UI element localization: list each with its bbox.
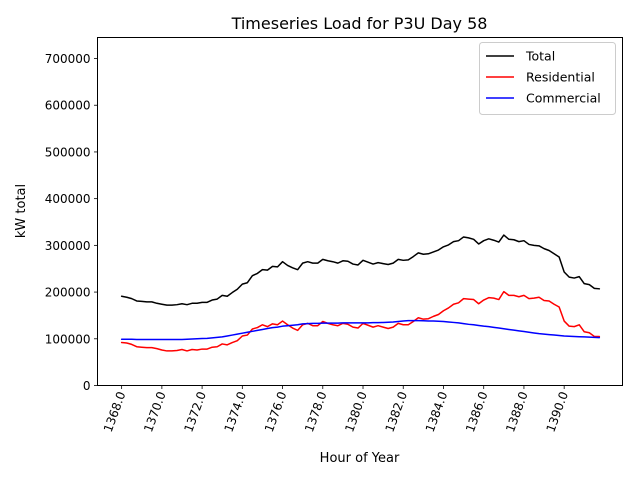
legend-box — [479, 42, 616, 115]
y-axis-label: kW total — [14, 184, 29, 238]
legend-label-total: Total — [525, 49, 555, 64]
legend: Total Residential Commercial — [479, 42, 616, 115]
chart-title: Timeseries Load for P3U Day 58 — [231, 14, 488, 33]
x-axis-label: Hour of Year — [320, 451, 400, 466]
y-tick-label: 600000 — [45, 99, 91, 113]
series-line-commercial — [120, 319, 601, 341]
series-line-total — [120, 234, 601, 306]
series-layer — [120, 234, 601, 352]
legend-label-commercial: Commercial — [526, 91, 601, 106]
y-axis: 0 100000 200000 300000 400000 500000 600000 700… — [45, 52, 98, 393]
series-line-residential — [120, 290, 601, 352]
y-tick-label: 100000 — [45, 332, 91, 346]
y-tick-label: 700000 — [45, 52, 91, 66]
y-tick-label: 0 — [83, 379, 91, 393]
y-tick-label: 500000 — [45, 145, 91, 159]
plot-area-frame — [97, 37, 623, 386]
legend-label-residential: Residential — [526, 70, 595, 85]
y-tick-label: 400000 — [45, 192, 91, 206]
y-tick-label: 200000 — [45, 286, 91, 300]
y-tick-label: 300000 — [45, 239, 91, 253]
